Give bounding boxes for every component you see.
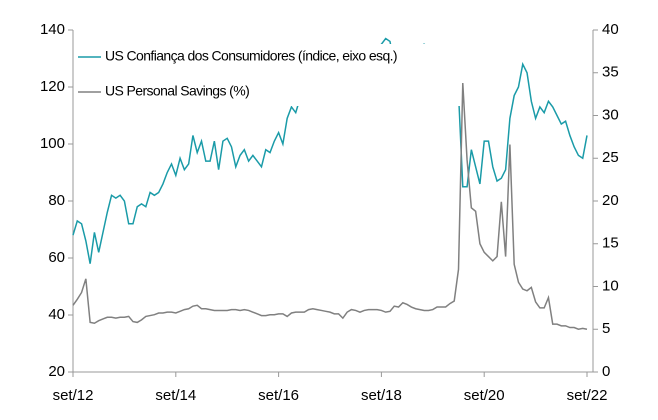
legend-label: US Personal Savings (%) xyxy=(105,83,249,99)
legend-background xyxy=(76,44,461,106)
y2-tick-label: 40 xyxy=(602,21,619,38)
y-tick-label: 100 xyxy=(40,135,65,152)
y-tick-label: 140 xyxy=(40,21,65,38)
y2-tick-label: 20 xyxy=(602,192,619,209)
y-tick-label: 20 xyxy=(48,363,65,380)
y2-tick-label: 30 xyxy=(602,106,619,123)
y-tick-label: 80 xyxy=(48,192,65,209)
y2-tick-label: 15 xyxy=(602,235,619,252)
x-tick-label: set/16 xyxy=(258,387,299,404)
y2-tick-label: 35 xyxy=(602,64,619,81)
y-tick-label: 40 xyxy=(48,306,65,323)
legend-label: US Confiança dos Consumidores (índice, e… xyxy=(105,48,397,64)
x-tick-label: set/20 xyxy=(464,387,505,404)
x-tick-label: set/18 xyxy=(361,387,402,404)
x-tick-label: set/14 xyxy=(155,387,196,404)
y2-tick-label: 0 xyxy=(602,363,610,380)
y-tick-label: 120 xyxy=(40,78,65,95)
y2-tick-label: 10 xyxy=(602,277,619,294)
x-tick-label: set/22 xyxy=(567,387,608,404)
y-tick-label: 60 xyxy=(48,249,65,266)
y2-tick-label: 25 xyxy=(602,149,619,166)
series-line xyxy=(72,82,588,331)
y2-tick-label: 5 xyxy=(602,320,610,337)
x-tick-label: set/12 xyxy=(53,387,94,404)
